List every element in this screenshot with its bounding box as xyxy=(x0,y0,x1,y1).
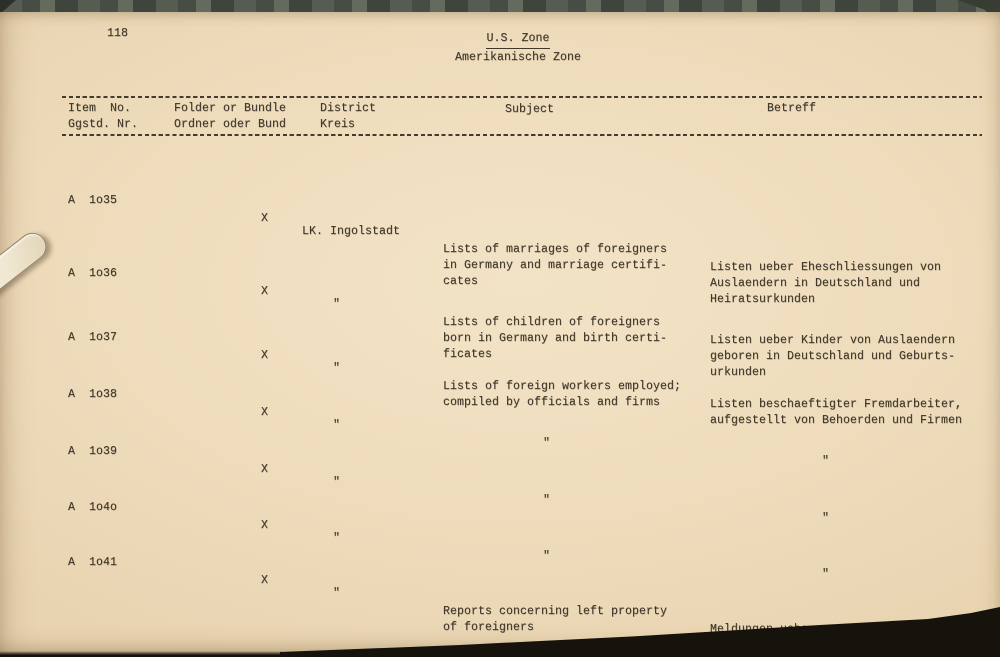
cell-subject: Lists of foreign workers employed; compi… xyxy=(443,380,682,409)
cell-betreff: Listen beschaeftigter Fremdarbeiter, auf… xyxy=(710,398,963,427)
cell-item-no: A 1o39 xyxy=(68,445,118,458)
page-title-english: U.S. Zone xyxy=(486,31,550,49)
table-row: A 1o37 X " Lists of foreign workers empl… xyxy=(0,307,1000,427)
header-subject: Subject xyxy=(505,103,555,116)
cell-item-no: A 1o37 xyxy=(68,331,118,344)
header-district: District Kreis xyxy=(320,102,377,131)
cell-item-no: A 1o35 xyxy=(68,194,118,207)
table-rule-top xyxy=(62,96,982,98)
cell-district-ditto: " xyxy=(333,362,341,375)
cell-subject-ditto: " xyxy=(543,550,551,563)
cell-betreff-ditto: " xyxy=(822,512,830,525)
cell-subject: Lists of children of foreigners born in … xyxy=(443,316,668,361)
paper-page: 118 U.S. Zone Amerikanische Zone Item No… xyxy=(0,12,1000,657)
scan-background-bottom-left xyxy=(0,651,282,657)
page-title-german: Amerikanische Zone xyxy=(454,51,582,64)
cell-betreff: Listen ueber Kinder von Auslaendern gebo… xyxy=(710,334,956,379)
cell-betreff-ditto: " xyxy=(822,455,830,468)
cell-folder-mark: X xyxy=(261,406,269,419)
cell-district-ditto: " xyxy=(333,419,341,432)
table-row: A 1o39 X " " " xyxy=(0,421,1000,525)
header-item-no: Item No. Ggstd. Nr. xyxy=(68,102,139,131)
header-betreff: Betreff xyxy=(767,102,817,115)
cell-folder-mark: X xyxy=(261,463,269,476)
cell-folder-mark: X xyxy=(261,285,269,298)
cell-subject: Lists of marriages of foreigners in Germ… xyxy=(443,243,668,288)
table-row: A 1o41 X " Reports concerning left prope… xyxy=(0,532,1000,652)
cell-item-no: A 1o36 xyxy=(68,267,118,280)
cell-betreff: Listen ueber Eheschliessungen von Auslae… xyxy=(710,261,942,306)
cell-subject: Reports concerning left property of fore… xyxy=(443,605,668,634)
cell-folder-mark: X xyxy=(261,574,269,587)
table-row: A 1o35 X LK. Ingolstadt Lists of marriag… xyxy=(0,170,1000,306)
table-row: A 1o4o X " " " xyxy=(0,477,1000,581)
cell-betreff-ditto: " xyxy=(822,568,830,581)
cell-district-ditto: " xyxy=(333,587,341,600)
cell-item-no: A 1o41 xyxy=(68,556,118,569)
cell-district-ditto: " xyxy=(333,298,341,311)
cell-folder-mark: X xyxy=(261,519,269,532)
table-row: A 1o38 X " " " xyxy=(0,364,1000,468)
table-rule-bottom xyxy=(62,134,982,136)
cell-district-ditto: " xyxy=(333,476,341,489)
cell-district: LK. Ingolstadt xyxy=(302,225,401,238)
page-title: U.S. Zone Amerikanische Zone xyxy=(448,28,588,66)
cell-folder-mark: X xyxy=(261,349,269,362)
cell-item-no: A 1o38 xyxy=(68,388,118,401)
cell-district-ditto: " xyxy=(333,532,341,545)
cell-subject-ditto: " xyxy=(543,494,551,507)
cell-subject-ditto: " xyxy=(543,437,551,450)
cell-folder-mark: X xyxy=(261,212,269,225)
cell-item-no: A 1o4o xyxy=(68,501,118,514)
header-folder-or-bundle: Folder or Bundle Ordner oder Bund xyxy=(174,102,287,131)
table-row: A 1o36 X " Lists of children of foreigne… xyxy=(0,243,1000,379)
page-number: 118 xyxy=(107,27,129,40)
